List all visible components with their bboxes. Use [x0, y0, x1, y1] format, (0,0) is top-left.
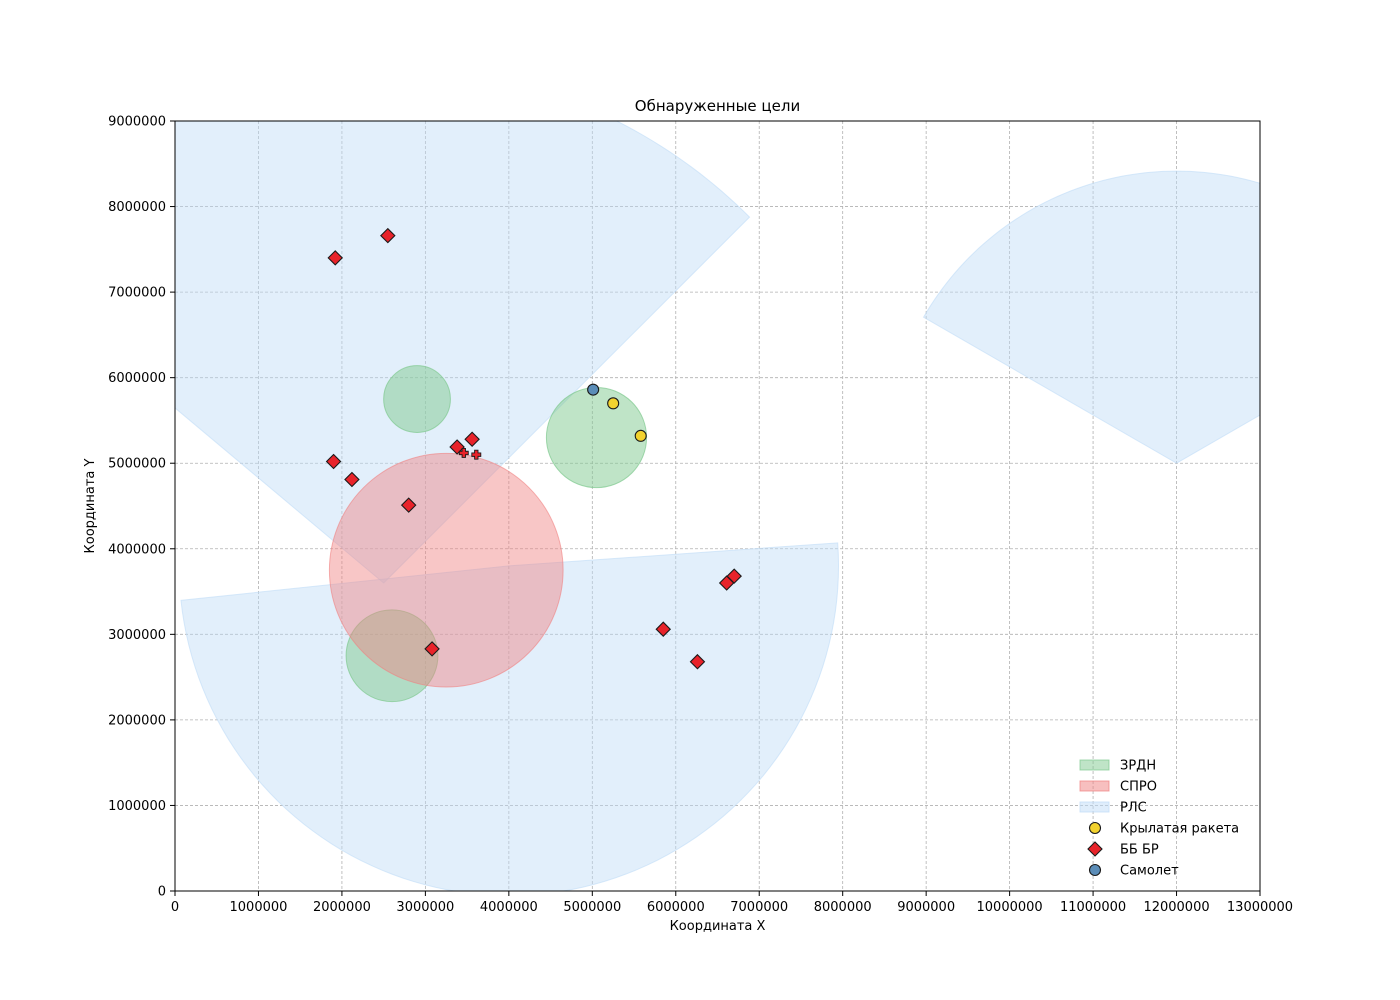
zone-layer — [175, 121, 1260, 891]
x-tick-label: 1000000 — [230, 900, 288, 915]
legend-label: СПРО — [1120, 780, 1157, 795]
legend-label: РЛС — [1120, 801, 1147, 816]
y-tick-label: 5000000 — [108, 457, 166, 472]
legend-swatch — [1079, 801, 1110, 813]
y-tick-label: 3000000 — [108, 628, 166, 643]
bb-br-marker — [655, 621, 672, 637]
bb-br-marker — [424, 641, 440, 657]
x-tick-label: 4000000 — [480, 900, 538, 915]
rls-sector — [922, 170, 1260, 464]
x-tick-label: 5000000 — [563, 900, 621, 915]
x-axis-label: Координата X — [670, 919, 766, 934]
legend-label: ББ БР — [1120, 843, 1159, 858]
legend-label: ЗРДН — [1120, 759, 1156, 774]
y-tick-label: 7000000 — [108, 286, 166, 301]
x-tick-label: 7000000 — [730, 900, 788, 915]
bb-br-marker — [689, 653, 706, 670]
x-tick-label: 2000000 — [313, 900, 371, 915]
legend-label: Крылатая ракета — [1120, 822, 1239, 837]
y-axis-label: Координата Y — [83, 458, 98, 553]
axis-ticks: 0 1000000 2000000 3000000 4000000 5000000 6000… — [108, 115, 1293, 916]
y-tick-label: 6000000 — [108, 371, 166, 386]
spro-zone — [328, 452, 564, 688]
x-tick-label: 10000000 — [977, 900, 1043, 915]
bb-br-marker — [344, 471, 360, 488]
marker-layer — [325, 227, 742, 670]
x-tick-label: 9000000 — [897, 900, 955, 915]
bb-br-marker — [464, 431, 480, 448]
y-tick-label: 0 — [158, 885, 166, 900]
y-tick-label: 4000000 — [108, 542, 166, 557]
x-tick-label: 11000000 — [1060, 900, 1126, 915]
y-tick-label: 8000000 — [108, 200, 166, 215]
bb-br-plus-marker — [458, 448, 469, 458]
zrdn-zone — [345, 609, 439, 703]
rls-sector — [175, 121, 751, 584]
x-tick-label: 8000000 — [814, 900, 872, 915]
bb-br-plus-marker — [471, 449, 482, 460]
zrdn-zone — [545, 386, 648, 489]
bb-br-marker — [400, 497, 417, 513]
legend-marker — [1087, 841, 1103, 857]
plot-frame — [174, 120, 1261, 892]
bb-br-marker — [325, 453, 342, 470]
y-tick-label: 9000000 — [108, 115, 166, 130]
legend-marker — [1088, 863, 1102, 877]
x-tick-label: 6000000 — [647, 900, 705, 915]
legend-swatch — [1079, 759, 1110, 771]
legend: ЗРДН СПРО РЛС Крылатая ракета ББ БР Самолет — [1079, 759, 1239, 879]
bb-br-marker — [327, 250, 344, 266]
y-tick-label: 2000000 — [108, 713, 166, 728]
legend-label: Самолет — [1120, 864, 1179, 879]
bb-br-marker — [726, 568, 742, 584]
bb-br-marker — [380, 227, 396, 244]
x-tick-label: 13000000 — [1227, 900, 1293, 915]
legend-marker — [1088, 821, 1102, 835]
chart-title: Обнаруженные цели — [635, 97, 800, 115]
x-tick-label: 0 — [171, 900, 179, 915]
x-tick-label: 12000000 — [1143, 900, 1209, 915]
aircraft-marker — [587, 383, 600, 396]
cruise-missile-marker — [634, 429, 647, 442]
cruise-missile-marker — [607, 397, 620, 410]
bb-br-marker — [449, 439, 465, 455]
legend-swatch — [1079, 780, 1110, 792]
x-tick-label: 3000000 — [396, 900, 454, 915]
y-tick-label: 1000000 — [108, 799, 166, 814]
zrdn-zone — [383, 365, 451, 433]
